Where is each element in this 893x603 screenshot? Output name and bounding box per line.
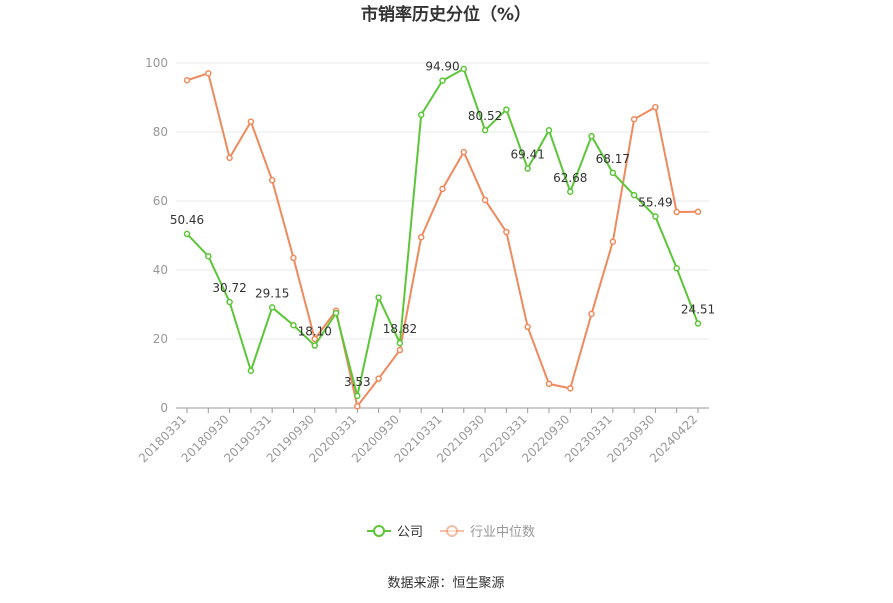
data-label: 94.90 xyxy=(425,60,459,74)
data-point xyxy=(375,294,382,301)
data-point xyxy=(652,213,659,220)
data-point xyxy=(609,169,617,177)
series-line-0 xyxy=(186,67,699,397)
data-point xyxy=(332,309,340,317)
data-label: 55.49 xyxy=(638,196,672,210)
data-point xyxy=(503,228,510,236)
x-axis: 2018033120180930201903312019093020200331… xyxy=(136,407,709,465)
legend-marker xyxy=(446,525,458,537)
data-point xyxy=(205,252,212,260)
data-label: 18.82 xyxy=(383,322,417,336)
data-point xyxy=(290,321,297,329)
data-point xyxy=(694,208,702,215)
data-point xyxy=(567,385,574,392)
series-line-1 xyxy=(186,72,699,408)
y-tick-label: 60 xyxy=(153,194,168,208)
data-point xyxy=(588,310,595,318)
data-point xyxy=(375,375,382,382)
data-point xyxy=(630,191,638,199)
data-point xyxy=(609,238,617,245)
data-point xyxy=(694,320,702,327)
data-point xyxy=(247,367,255,374)
data-point xyxy=(311,335,318,343)
data-labels: 50.46 30.72 29.15 18.10 3.53 18.82 94.90 80.52 6… xyxy=(170,60,715,389)
data-point xyxy=(396,339,404,347)
legend: 公司 行业中位数 xyxy=(367,525,535,540)
data-label: 3.53 xyxy=(344,375,371,389)
y-tick-label: 100 xyxy=(145,56,168,70)
data-label: 50.46 xyxy=(170,213,204,227)
data-label: 69.41 xyxy=(510,148,544,162)
data-point xyxy=(354,392,361,400)
data-source: 数据来源：恒生聚源 xyxy=(387,576,504,591)
data-label: 30.72 xyxy=(212,281,246,295)
y-tick-label: 20 xyxy=(153,332,168,346)
data-point xyxy=(481,126,489,134)
data-point xyxy=(673,265,680,272)
data-point xyxy=(567,188,574,196)
y-tick-label: 0 xyxy=(160,401,168,415)
data-label: 68.17 xyxy=(596,152,630,166)
data-point xyxy=(183,230,191,238)
data-point xyxy=(439,185,446,193)
series-group xyxy=(183,65,702,410)
data-label: 80.52 xyxy=(468,109,502,123)
data-label: 18.10 xyxy=(298,325,332,339)
data-point xyxy=(673,208,680,216)
legend-marker xyxy=(373,525,385,537)
data-point xyxy=(503,106,510,113)
data-label: 24.51 xyxy=(681,302,715,316)
data-point xyxy=(460,148,468,156)
y-tick-label: 40 xyxy=(153,263,168,277)
data-point xyxy=(226,154,233,162)
data-point xyxy=(268,177,276,184)
data-point xyxy=(290,254,297,262)
data-point xyxy=(183,77,191,84)
data-point xyxy=(545,127,553,134)
data-point xyxy=(226,298,233,306)
data-point xyxy=(545,380,553,388)
legend-label[interactable]: 行业中位数 xyxy=(470,525,535,540)
data-point xyxy=(524,323,531,331)
data-point xyxy=(417,233,425,241)
data-point xyxy=(417,111,425,118)
data-point xyxy=(268,304,276,311)
data-point xyxy=(652,103,659,111)
data-label: 29.15 xyxy=(255,286,289,300)
data-point xyxy=(439,77,446,84)
y-axis: 0 20 40 60 80 100 xyxy=(145,56,168,415)
legend-label[interactable]: 公司 xyxy=(397,525,423,540)
data-point xyxy=(247,118,255,125)
data-point xyxy=(481,196,489,204)
data-label: 62.68 xyxy=(553,171,587,185)
chart-title: 市销率历史分位（%） xyxy=(361,4,531,25)
data-point xyxy=(311,342,318,349)
data-point xyxy=(460,65,468,73)
data-point xyxy=(396,346,404,354)
data-point xyxy=(205,70,212,77)
gridlines xyxy=(176,62,709,340)
data-point xyxy=(630,115,638,123)
data-point xyxy=(524,165,531,172)
y-tick-label: 80 xyxy=(153,125,168,139)
data-point xyxy=(354,403,361,410)
data-point xyxy=(588,132,595,140)
